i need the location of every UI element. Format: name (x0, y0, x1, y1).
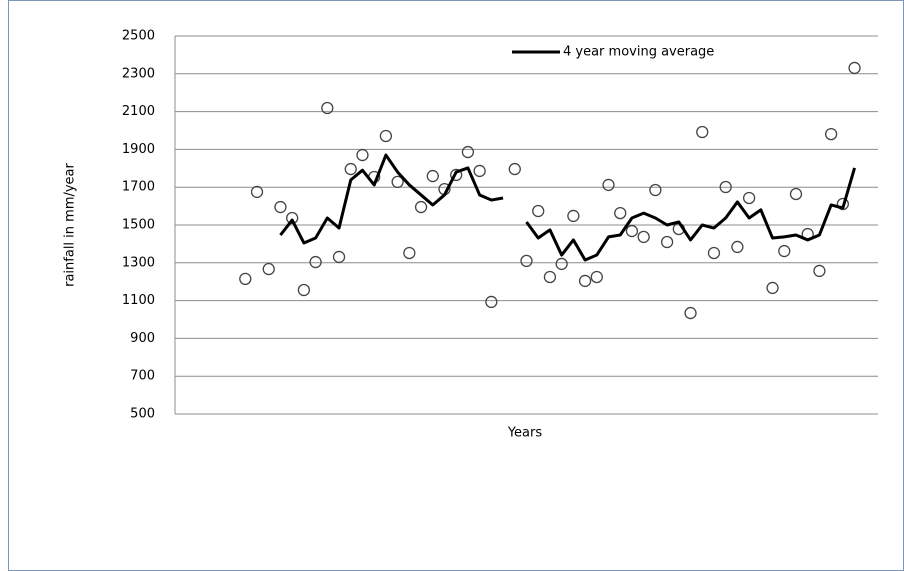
data-point (508, 162, 521, 176)
data-point (625, 224, 639, 238)
data-point (274, 200, 287, 214)
data-point (778, 244, 791, 258)
data-point (836, 197, 849, 211)
data-point (789, 187, 803, 201)
data-point (590, 270, 603, 284)
data-point (391, 175, 404, 189)
y-axis-label: rainfall in mm/year (63, 162, 78, 286)
data-point (332, 250, 346, 264)
data-point (414, 200, 428, 214)
y-tick-label: 1700 (122, 180, 155, 195)
data-point (567, 209, 580, 223)
data-point (766, 281, 779, 295)
y-tick-label: 1300 (122, 255, 155, 270)
data-point (707, 246, 721, 260)
y-tick-label: 2500 (122, 29, 155, 44)
y-tick-label: 2100 (122, 104, 155, 119)
y-tick-label: 700 (130, 369, 155, 384)
moving-average-line (279, 153, 857, 262)
data-point (649, 183, 662, 197)
y-tick-label: 500 (130, 407, 155, 422)
data-point (262, 262, 275, 276)
data-point (543, 270, 557, 284)
data-point (403, 246, 416, 260)
data-point (379, 129, 393, 143)
data-point (297, 283, 311, 297)
x-axis-label: Years (507, 426, 543, 441)
data-point (239, 272, 252, 286)
data-point (485, 295, 498, 309)
data-point (824, 127, 838, 141)
y-tick-label: 2300 (122, 66, 155, 81)
legend-label: 4 year moving average (563, 45, 714, 60)
data-point (614, 206, 627, 220)
data-point (684, 306, 697, 320)
data-point (578, 274, 592, 288)
data-point (356, 148, 369, 162)
y-tick-label: 900 (130, 331, 155, 346)
data-point (637, 230, 650, 244)
data-point (321, 101, 334, 115)
data-point (660, 235, 674, 249)
data-point (602, 178, 615, 192)
data-point (286, 211, 299, 225)
y-tick-label: 1500 (122, 218, 155, 233)
data-point (532, 204, 545, 218)
frame (8, 0, 904, 571)
data-point (473, 164, 486, 178)
data-point (461, 145, 475, 159)
y-tick-label: 1100 (122, 293, 155, 308)
data-point (309, 255, 322, 269)
data-point (344, 162, 357, 176)
data-point (731, 240, 744, 254)
data-point (742, 191, 756, 205)
data-point (250, 185, 264, 199)
data-point (520, 254, 533, 268)
y-tick-label: 1900 (122, 142, 155, 157)
data-point (426, 169, 439, 183)
data-point (450, 168, 463, 182)
data-point (848, 61, 861, 75)
data-point (555, 257, 568, 271)
data-point (813, 264, 826, 278)
data-point (696, 125, 709, 139)
data-point (719, 180, 732, 194)
